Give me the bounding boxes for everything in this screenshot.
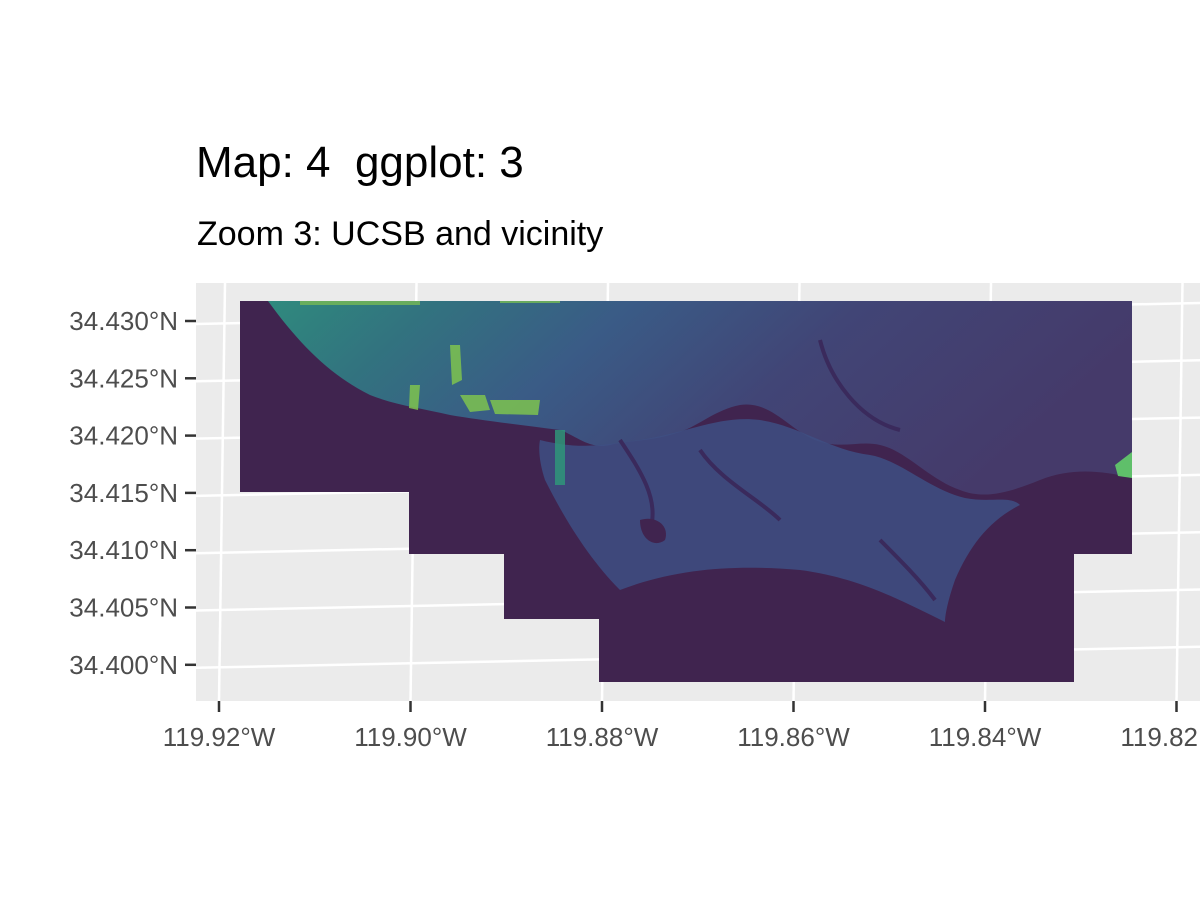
coastline-slough xyxy=(618,339,937,602)
y-axis: 34.400°N 34.405°N 34.410°N 34.415°N 34.420°N… xyxy=(69,306,196,680)
peak-highlight-top xyxy=(300,301,560,305)
y-tick-label: 34.415°N xyxy=(69,478,178,508)
lagoon xyxy=(640,518,666,544)
y-tick-label: 34.425°N xyxy=(69,363,178,393)
y-tick-label: 34.400°N xyxy=(69,650,178,680)
x-tick-label: 119.82 xyxy=(1120,722,1198,752)
raster-land-lowland xyxy=(539,419,1020,622)
x-tick-label: 119.88°W xyxy=(546,722,659,752)
chart-title: Map: 4 ggplot: 3 xyxy=(196,138,524,187)
x-tick-label: 119.86°W xyxy=(737,722,850,752)
gridline-lon xyxy=(217,283,227,701)
x-tick-label: 119.92°W xyxy=(163,722,276,752)
y-tick-label: 34.405°N xyxy=(69,593,178,623)
raster-land-area xyxy=(268,301,1132,495)
x-tick-label: 119.90°W xyxy=(354,722,467,752)
ridge-strip xyxy=(555,430,565,485)
y-tick-label: 34.420°N xyxy=(69,421,178,451)
y-tick-label: 34.430°N xyxy=(69,306,178,336)
x-axis: 119.92°W 119.90°W 119.88°W 119.86°W 119.84°W… xyxy=(163,701,1198,752)
peak-highlight-right xyxy=(1115,452,1132,478)
x-tick-label: 119.84°W xyxy=(929,722,1042,752)
y-tick-label: 34.410°N xyxy=(69,535,178,565)
chart-subtitle: Zoom 3: UCSB and vicinity xyxy=(197,215,604,253)
gridline-lon xyxy=(1175,283,1184,701)
peak-highlight-left xyxy=(409,345,540,415)
elevation-raster xyxy=(240,301,1132,682)
